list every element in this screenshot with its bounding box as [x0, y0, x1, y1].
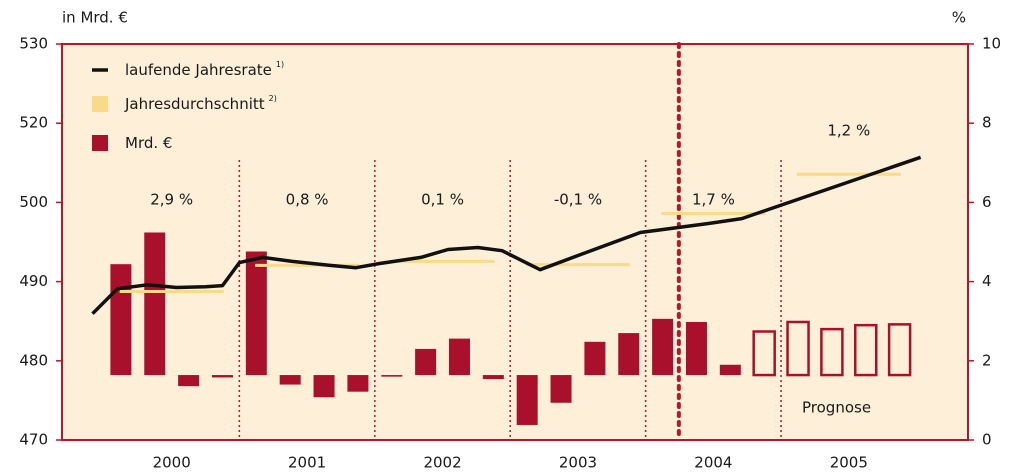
- legend-text: Mrd. €: [125, 134, 172, 152]
- legend-label: laufende Jahresrate 1): [125, 60, 284, 79]
- legend-note: 2): [269, 94, 277, 103]
- bar: [245, 251, 267, 376]
- bar: [786, 320, 810, 377]
- y2-tick-label: 10: [982, 35, 1001, 53]
- x-tick-label: 2004: [694, 454, 732, 472]
- legend-text: laufende Jahresrate: [125, 61, 272, 79]
- average-label: 2,9 %: [150, 191, 193, 209]
- y2-tick-label: 4: [982, 272, 992, 290]
- legend-label: Jahresdurchschnitt 2): [124, 94, 277, 113]
- y2-tick-label: 8: [982, 114, 992, 132]
- bar: [448, 338, 470, 376]
- bar: [854, 323, 878, 377]
- y-tick-label: 520: [19, 114, 48, 132]
- bar: [178, 375, 200, 387]
- y-tick-label: 530: [19, 35, 48, 53]
- plot-area: [61, 43, 969, 441]
- y-tick-label: 500: [19, 193, 48, 211]
- bar: [381, 375, 403, 377]
- bar: [144, 232, 166, 376]
- legend-note: 1): [276, 60, 284, 69]
- bar: [652, 318, 674, 376]
- y-tick-label: 490: [19, 272, 48, 290]
- average-label: 0,1 %: [421, 191, 464, 209]
- y2-tick-label: 0: [982, 431, 992, 449]
- average-label: 0,8 %: [286, 191, 329, 209]
- average-label: -0,1 %: [554, 191, 602, 209]
- y-axis-label: in Mrd. €: [62, 9, 128, 27]
- y-tick-label: 480: [19, 351, 48, 369]
- forecast-label: Prognose: [802, 399, 871, 417]
- bar: [550, 375, 572, 403]
- y2-tick-label: 2: [982, 351, 992, 369]
- bar: [279, 375, 301, 385]
- bar: [618, 333, 640, 376]
- annual-rate-line: [91, 155, 922, 315]
- bar: [211, 375, 233, 378]
- x-tick-label: 2001: [288, 454, 326, 472]
- bar: [584, 341, 606, 376]
- bar: [110, 264, 132, 376]
- bar: [887, 323, 912, 377]
- bar: [719, 364, 741, 376]
- x-tick-label: 2005: [830, 454, 868, 472]
- bar: [516, 375, 538, 425]
- x-tick-label: 2000: [153, 454, 191, 472]
- bar: [685, 321, 707, 376]
- y2-tick-label: 6: [982, 193, 992, 211]
- legend-text: Jahresdurchschnitt: [124, 95, 265, 113]
- bar: [752, 330, 776, 377]
- bar: [415, 348, 437, 376]
- bar: [313, 375, 335, 398]
- y-tick-label: 470: [19, 431, 48, 449]
- y2-axis-label: %: [952, 9, 966, 27]
- x-tick-label: 2002: [423, 454, 461, 472]
- average-label: 1,2 %: [827, 122, 870, 140]
- x-tick-label: 2003: [559, 454, 597, 472]
- bar: [482, 375, 504, 380]
- bar: [347, 375, 369, 392]
- legend-swatch: [92, 135, 108, 151]
- legend-label: Mrd. €: [125, 134, 172, 152]
- bar: [820, 327, 844, 377]
- average-label: 1,7 %: [692, 191, 735, 209]
- legend-swatch: [92, 96, 108, 112]
